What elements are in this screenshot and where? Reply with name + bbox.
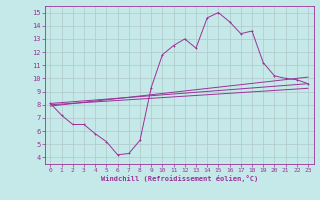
X-axis label: Windchill (Refroidissement éolien,°C): Windchill (Refroidissement éolien,°C) [100, 175, 258, 182]
